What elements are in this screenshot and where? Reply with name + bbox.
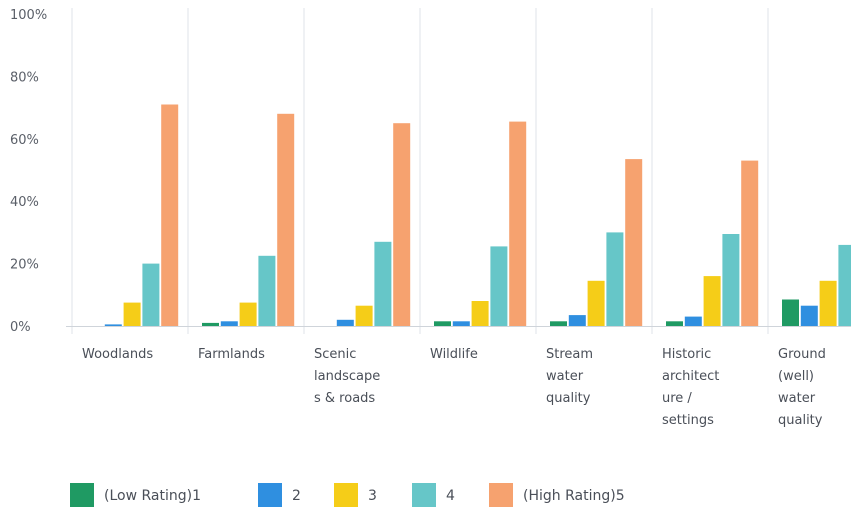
legend-label-5: (High Rating)5: [523, 488, 625, 504]
legend-swatch-1: [70, 483, 94, 507]
bar-3-series-2: [336, 319, 354, 326]
category-label: ure /: [662, 391, 692, 406]
bar-1-series-4: [142, 263, 160, 326]
category-label: Woodlands: [82, 347, 153, 362]
bar-5-series-5: [625, 159, 643, 326]
category-label: Scenic: [314, 347, 356, 362]
bar-7-series-3: [819, 280, 837, 326]
bar-6-series-4: [722, 234, 740, 326]
bar-5-series-3: [587, 280, 605, 326]
legend: (Low Rating)1 2 3 4 (High Rating)5: [70, 483, 625, 507]
bars: [104, 104, 851, 326]
bar-4-series-5: [509, 121, 527, 326]
category-label: quality: [778, 413, 823, 428]
category-label: water: [778, 391, 816, 406]
legend-label-4: 4: [446, 488, 455, 504]
legend-swatch-5: [489, 483, 513, 507]
bar-1-series-2: [104, 324, 122, 326]
legend-label-1: (Low Rating)1: [104, 488, 201, 504]
legend-swatch-2: [258, 483, 282, 507]
legend-label-3: 3: [368, 488, 377, 504]
bar-3-series-3: [355, 305, 373, 326]
category-label: Stream: [546, 347, 593, 362]
category-label: settings: [662, 413, 714, 428]
y-tick-label: 40%: [10, 195, 39, 210]
legend-swatch-4: [412, 483, 436, 507]
bar-2-series-1: [202, 322, 219, 326]
bar-2-series-4: [258, 255, 276, 326]
bar-1-series-3: [123, 302, 141, 326]
bar-4-series-3: [471, 301, 489, 326]
category-label: s & roads: [314, 391, 375, 406]
bar-5-series-4: [606, 232, 624, 326]
bar-6-series-5: [741, 160, 759, 326]
category-label: (well): [778, 369, 814, 384]
category-label: Historic: [662, 347, 711, 362]
category-label: water: [546, 369, 584, 384]
y-tick-label: 80%: [10, 70, 39, 85]
bar-7-series-1: [782, 299, 799, 326]
category-label: Farmlands: [198, 347, 265, 362]
bar-3-series-5: [393, 123, 411, 326]
category-label: Wildlife: [430, 347, 478, 362]
y-axis: 0% 20% 40% 60% 80% 100%: [10, 8, 47, 335]
bar-7-series-4: [838, 244, 851, 326]
category-label: architect: [662, 369, 719, 384]
bar-1-series-5: [161, 104, 179, 326]
bar-5-series-1: [550, 321, 567, 326]
y-tick-label: 0%: [10, 320, 31, 335]
category-label: Ground: [778, 347, 826, 362]
bar-2-series-5: [277, 113, 295, 326]
bar-5-series-2: [568, 315, 586, 326]
category-separators: [71, 8, 769, 334]
bar-4-series-1: [434, 321, 451, 326]
y-tick-label: 20%: [10, 258, 39, 273]
bar-6-series-2: [684, 316, 702, 326]
category-labels: Woodlands Farmlands Scenic landscape s & roa…: [82, 347, 826, 428]
category-label: landscape: [314, 369, 380, 384]
legend-swatch-3: [334, 483, 358, 507]
bar-7-series-2: [800, 305, 818, 326]
category-label: quality: [546, 391, 591, 406]
bar-2-series-3: [239, 302, 257, 326]
legend-label-2: 2: [292, 488, 301, 504]
bar-6-series-3: [703, 276, 721, 326]
bar-4-series-2: [452, 321, 470, 326]
bar-6-series-1: [666, 321, 683, 326]
y-tick-label: 100%: [10, 8, 47, 23]
bar-4-series-4: [490, 246, 508, 326]
bar-3-series-4: [374, 241, 392, 326]
y-tick-label: 60%: [10, 133, 39, 148]
bar-2-series-2: [220, 321, 238, 326]
